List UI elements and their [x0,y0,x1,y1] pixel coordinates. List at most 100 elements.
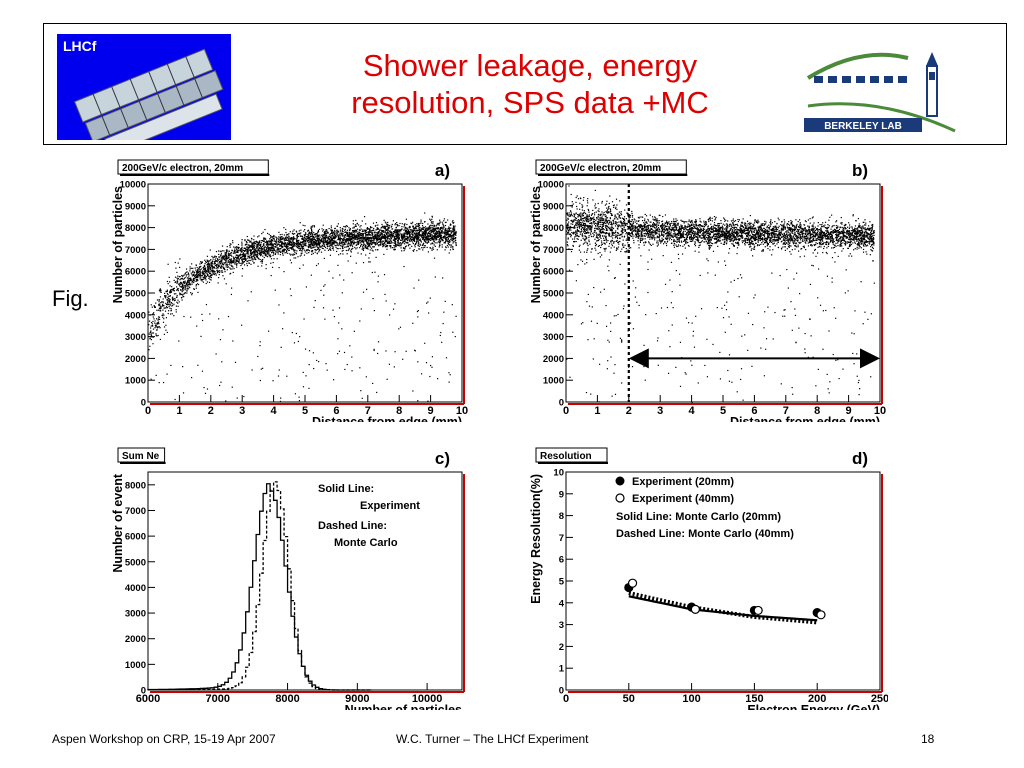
scatter-point [387,240,389,242]
scatter-point [343,243,345,246]
scatter-point [275,246,277,248]
scatter-point [293,250,295,252]
scatter-point [286,239,288,241]
scatter-point [251,243,253,245]
scatter-point [268,247,270,249]
scatter-point [448,233,450,235]
scatter-point [309,243,311,246]
scatter-point [577,213,579,216]
scatter-point [312,244,314,246]
scatter-point [427,251,429,253]
scatter-point [296,236,298,238]
scatter-point [312,244,314,247]
scatter-point [207,270,209,273]
scatter-point [331,232,333,234]
scatter-point [365,231,368,234]
scatter-point [270,252,273,254]
scatter-point [423,238,425,240]
scatter-point [220,260,223,263]
scatter-point [349,232,351,234]
scatter-point [157,321,160,323]
scatter-point [365,376,367,378]
scatter-point [216,270,219,272]
scatter-point [253,252,256,254]
scatter-point [450,224,452,226]
scatter-point [395,233,397,236]
scatter-point [261,245,264,247]
scatter-point [180,297,183,299]
scatter-point [449,234,451,236]
scatter-point [218,318,220,320]
scatter-point [415,232,417,234]
scatter-point [165,302,167,304]
scatter-point [286,236,288,238]
scatter-point [317,231,319,234]
scatter-point [363,238,365,241]
scatter-point [311,230,313,232]
scatter-point [330,235,333,237]
scatter-point [362,291,365,293]
scatter-point [385,229,387,232]
scatter-point [292,243,294,245]
scatter-point [747,222,749,225]
scatter-point [277,375,280,377]
scatter-point [449,224,451,226]
scatter-point [327,236,330,238]
scatter-point [870,240,872,243]
scatter-point [337,338,339,340]
scatter-point [316,248,319,250]
scatter-point [324,232,326,234]
scatter-point [338,307,341,309]
scatter-point [270,242,272,244]
scatter-point [253,244,255,246]
scatter-point [433,241,435,243]
scatter-point [375,234,377,236]
scatter-point [204,276,206,278]
scatter-point [394,351,396,353]
scatter-point [256,251,258,253]
scatter-point [231,386,233,388]
scatter-point [234,247,236,249]
scatter-point [329,237,332,239]
scatter-point [208,267,210,269]
x-tick-label: 10 [874,405,886,417]
scatter-point [297,244,299,247]
scatter-point [448,228,450,230]
scatter-point [174,261,176,264]
scatter-point [294,233,296,235]
scatter-point [330,232,332,235]
scatter-point [666,306,669,309]
scatter-point [160,307,162,310]
scatter-point [330,249,332,251]
scatter-point [805,248,807,251]
scatter-point [191,273,193,275]
scatter-point [296,245,298,247]
scatter-point [226,250,228,252]
scatter-point [349,229,351,231]
scatter-point [318,247,320,249]
scatter-point [244,253,246,255]
scatter-point [374,244,376,246]
scatter-point [158,303,161,305]
scatter-point [713,234,715,236]
scatter-point [186,289,188,291]
scatter-point [249,248,251,251]
scatter-point [303,247,305,249]
scatter-point [203,271,206,273]
scatter-point [426,238,428,240]
scatter-point [267,330,270,332]
scatter-point [817,230,819,232]
scatter-point [369,234,371,236]
scatter-point [235,256,237,258]
scatter-point [272,244,274,247]
scatter-point [156,322,158,324]
scatter-point [261,232,263,235]
scatter-point [412,226,414,228]
scatter-point [416,225,418,227]
scatter-point [159,309,161,311]
scatter-point [212,269,214,271]
scatter-point [404,223,406,225]
scatter-point [322,307,325,309]
scatter-point [409,243,411,246]
scatter-point [266,246,269,248]
